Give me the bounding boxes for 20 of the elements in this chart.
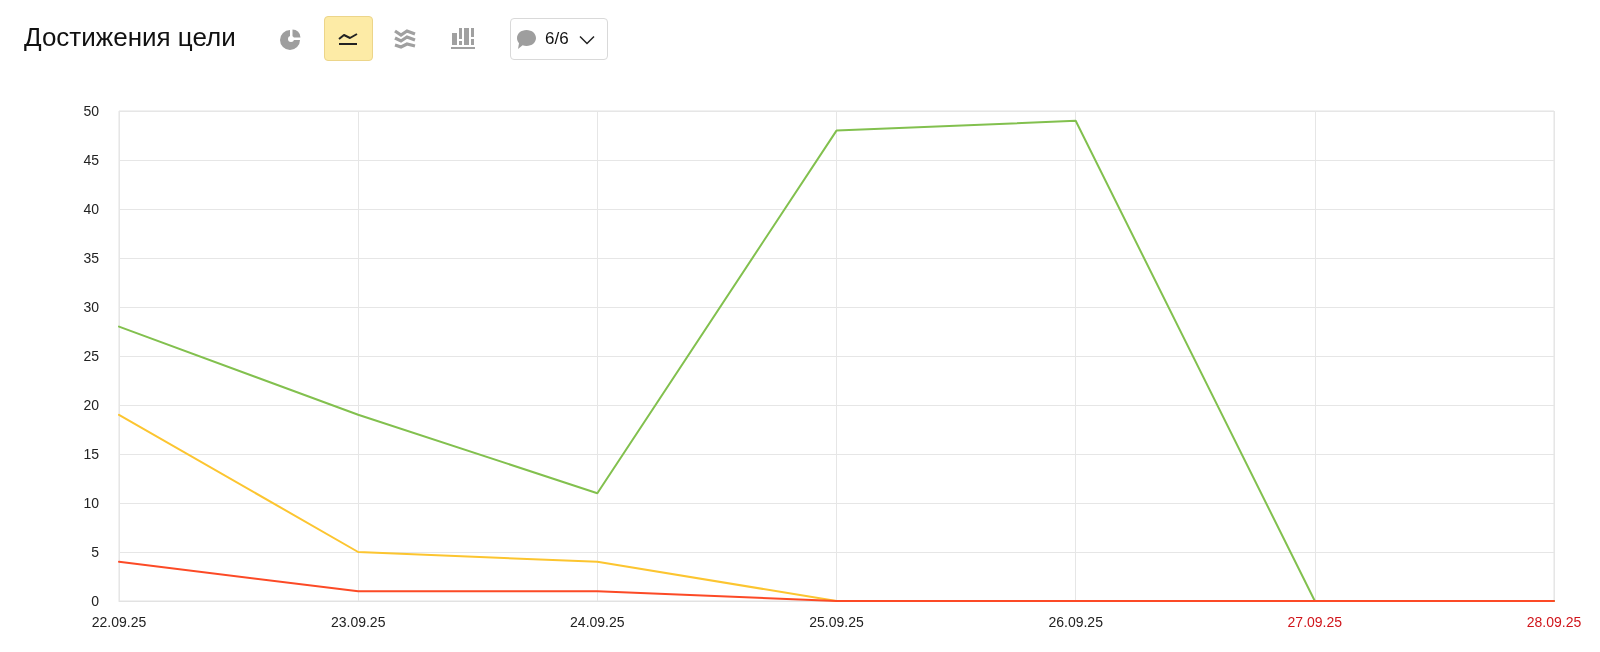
y-tick-label: 10 [83, 495, 100, 511]
y-tick-label: 35 [83, 250, 100, 266]
y-tick-label: 30 [83, 299, 100, 315]
chart-title: Достижения цели [24, 22, 236, 52]
x-tick-label: 25.09.25 [809, 614, 864, 630]
y-tick-label: 50 [83, 103, 100, 119]
y-tick-label: 40 [83, 201, 100, 217]
x-tick-label: 23.09.25 [330, 614, 386, 630]
y-tick-label: 15 [83, 446, 100, 462]
y-tick-label: 5 [91, 544, 100, 560]
y-tick-label: 45 [83, 152, 100, 168]
x-tick-label: 28.09.25 [1526, 614, 1582, 630]
x-tick-label: 26.09.25 [1048, 614, 1104, 630]
x-tick-label: 22.09.25 [91, 614, 147, 630]
dropdown: 6/6 [510, 18, 608, 60]
y-tick-label: 20 [83, 397, 100, 413]
y-tick-label: 0 [91, 593, 100, 609]
x-tick-label: 24.09.25 [570, 614, 625, 630]
x-tick-label: 27.09.25 [1287, 614, 1343, 630]
y-tick-label: 25 [83, 348, 100, 364]
